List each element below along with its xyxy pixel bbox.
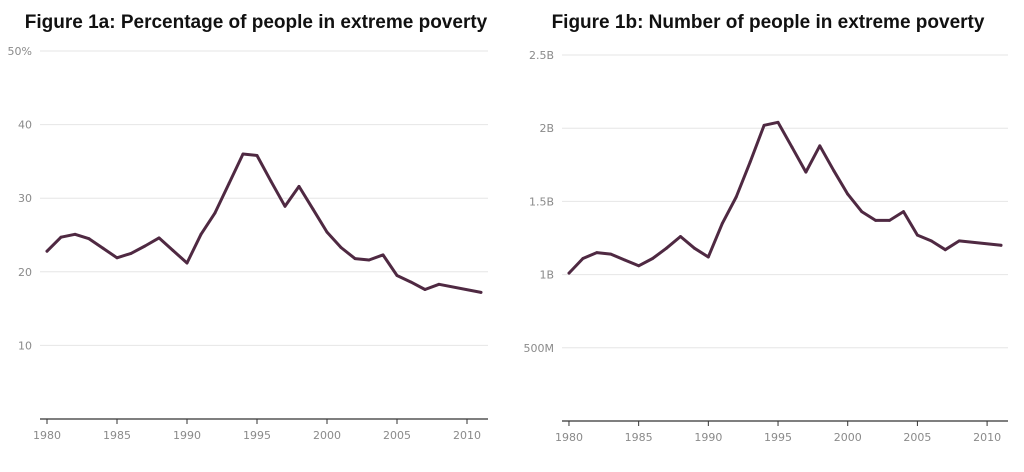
data-point bbox=[157, 236, 161, 240]
x-tick-label: 2000 bbox=[313, 429, 341, 442]
x-tick-label: 2000 bbox=[834, 431, 862, 444]
y-tick-label: 2B bbox=[539, 122, 554, 135]
data-point bbox=[874, 219, 877, 222]
line-chart-percentage: 10 20 30 40 50% 1980 1985 1990 1995 2000 2005 2010 bbox=[8, 45, 488, 442]
data-point bbox=[45, 249, 49, 253]
x-tick-label: 1990 bbox=[173, 429, 201, 442]
data-point bbox=[720, 222, 724, 225]
y-tick-label: 30 bbox=[18, 192, 32, 205]
data-point bbox=[381, 253, 385, 257]
y-tick-label: 1.5B bbox=[529, 195, 554, 208]
y-tick-label: 1B bbox=[539, 269, 554, 282]
data-point bbox=[199, 232, 203, 236]
data-point bbox=[790, 145, 794, 149]
data-point bbox=[409, 280, 413, 284]
data-point bbox=[706, 255, 710, 259]
data-point bbox=[595, 251, 599, 255]
data-point bbox=[101, 246, 105, 250]
data-point bbox=[609, 252, 613, 256]
data-point bbox=[227, 182, 231, 185]
data-point bbox=[185, 261, 189, 265]
chart-title: Figure 1b: Number of people in extreme p… bbox=[551, 12, 985, 33]
x-tick-label: 1995 bbox=[764, 431, 792, 444]
data-point bbox=[888, 219, 891, 222]
x-tick-label: 1980 bbox=[555, 431, 583, 444]
data-point bbox=[213, 211, 217, 215]
x-tick-label: 1980 bbox=[33, 429, 61, 442]
data-point bbox=[999, 243, 1003, 247]
data-point bbox=[929, 239, 933, 243]
data-point bbox=[59, 235, 63, 239]
x-tick-label: 1985 bbox=[103, 429, 131, 442]
data-point bbox=[665, 246, 668, 250]
data-point bbox=[115, 256, 119, 260]
y-tick-label: 40 bbox=[18, 119, 32, 132]
y-tick-label: 2.5B bbox=[529, 49, 554, 62]
chart-panel-number: Figure 1b: Number of people in extreme p… bbox=[512, 0, 1024, 472]
data-point bbox=[325, 230, 329, 234]
data-point bbox=[762, 123, 766, 127]
x-tick-label: 2010 bbox=[453, 429, 481, 442]
data-point bbox=[902, 210, 905, 214]
data-point bbox=[479, 291, 483, 294]
data-point bbox=[73, 232, 77, 236]
data-point bbox=[395, 274, 399, 277]
y-tick-label: 20 bbox=[18, 266, 32, 279]
data-point bbox=[297, 185, 301, 188]
x-tick-label: 2005 bbox=[383, 429, 411, 442]
data-point bbox=[804, 170, 808, 174]
series-line bbox=[567, 120, 1003, 275]
y-tick-label: 50% bbox=[8, 45, 32, 58]
x-tick-label: 2005 bbox=[903, 431, 931, 444]
data-point bbox=[581, 257, 585, 260]
data-point bbox=[623, 258, 627, 262]
data-point bbox=[437, 282, 441, 286]
x-tick-label: 2010 bbox=[973, 431, 1001, 444]
data-point bbox=[832, 169, 836, 173]
x-tick-label: 1985 bbox=[625, 431, 653, 444]
data-point bbox=[339, 246, 343, 249]
data-point bbox=[241, 152, 245, 156]
y-tick-label: 10 bbox=[18, 339, 32, 352]
line-chart-number: 500M 1B 1.5B 2B 2.5B 1980 1985 1990 1995 2000 2005… bbox=[524, 49, 1008, 444]
series-line bbox=[45, 152, 483, 294]
data-point bbox=[943, 248, 947, 252]
data-point bbox=[651, 257, 654, 260]
data-point bbox=[129, 252, 133, 255]
data-point bbox=[283, 204, 287, 208]
data-point bbox=[367, 258, 371, 262]
chart-title: Figure 1a: Percentage of people in extre… bbox=[24, 12, 488, 33]
data-point bbox=[311, 207, 315, 211]
data-point bbox=[957, 239, 961, 243]
x-tick-label: 1990 bbox=[694, 431, 722, 444]
data-point bbox=[860, 210, 864, 214]
data-point bbox=[143, 244, 147, 248]
data-point bbox=[748, 160, 752, 164]
data-point bbox=[87, 237, 91, 241]
data-point bbox=[818, 144, 822, 148]
data-point bbox=[269, 179, 273, 183]
data-point bbox=[353, 257, 357, 260]
data-point bbox=[776, 120, 780, 124]
chart-panel-percentage: Figure 1a: Percentage of people in extre… bbox=[8, 12, 488, 442]
data-point bbox=[679, 235, 682, 238]
data-point bbox=[916, 233, 919, 237]
data-point bbox=[567, 271, 571, 275]
data-point bbox=[734, 195, 738, 199]
data-point bbox=[255, 154, 259, 157]
data-point bbox=[637, 264, 641, 268]
data-point bbox=[423, 288, 427, 291]
data-point bbox=[846, 192, 850, 196]
y-tick-label: 500M bbox=[524, 342, 555, 355]
data-point bbox=[171, 249, 175, 252]
x-tick-label: 1995 bbox=[243, 429, 271, 442]
data-point bbox=[693, 246, 696, 250]
